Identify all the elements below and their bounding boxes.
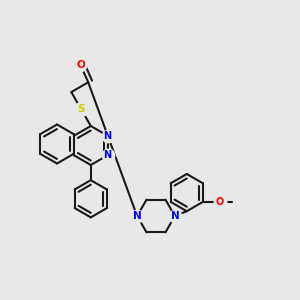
Text: N: N: [103, 131, 112, 141]
Text: O: O: [216, 197, 224, 207]
Text: O: O: [76, 60, 85, 70]
Text: S: S: [77, 104, 85, 114]
Text: N: N: [133, 211, 142, 221]
Text: N: N: [103, 150, 112, 160]
Text: N: N: [170, 211, 179, 221]
